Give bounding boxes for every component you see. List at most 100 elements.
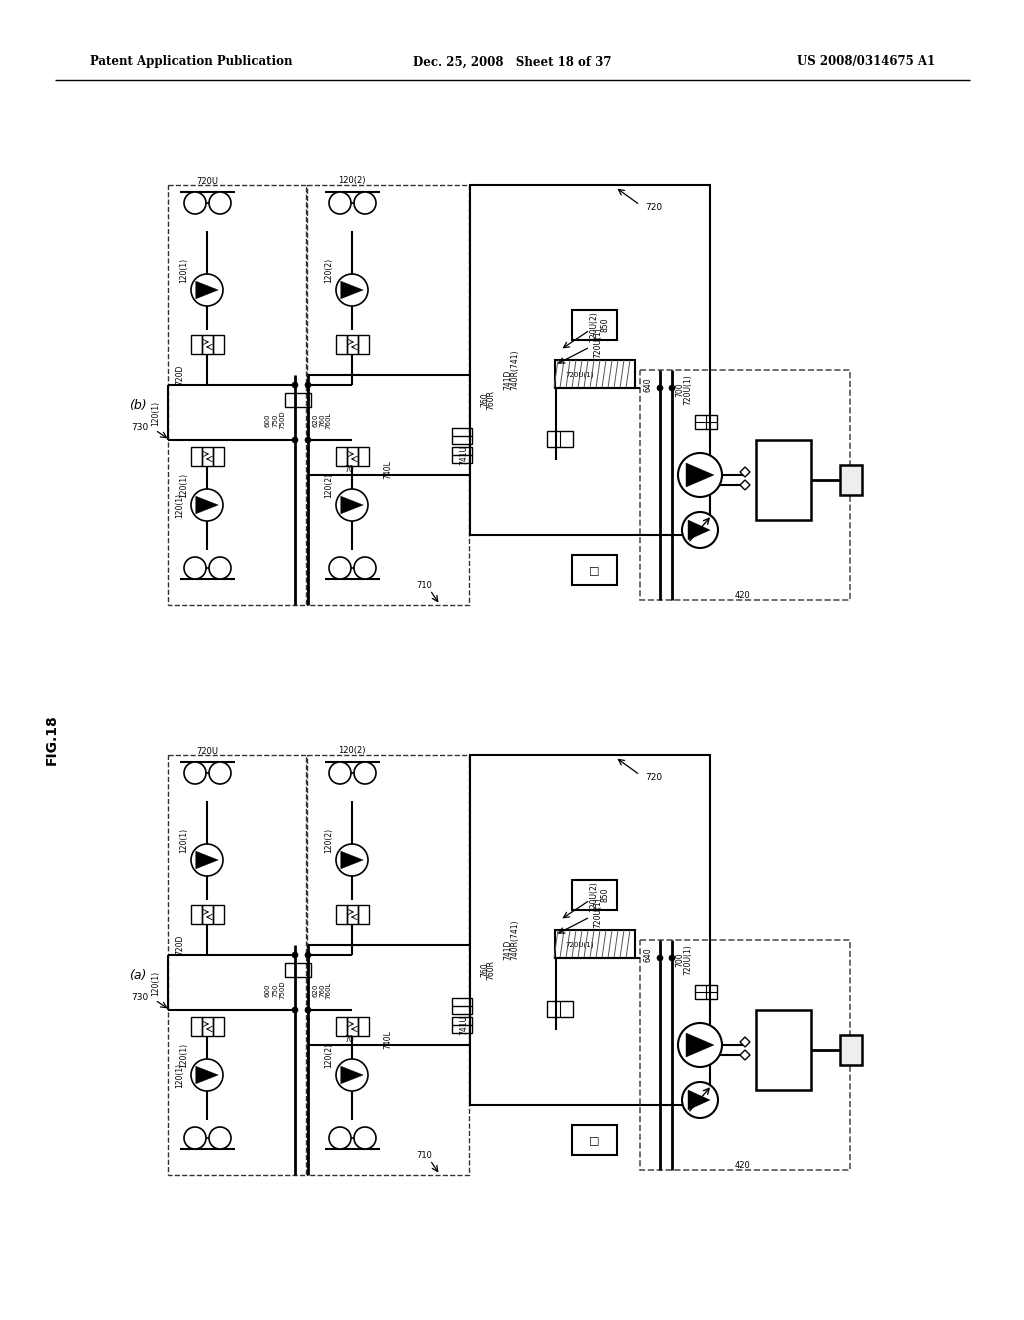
Bar (213, 335, 223, 354)
Circle shape (191, 1059, 223, 1092)
Bar (190, 906, 202, 924)
Text: 760R: 760R (486, 960, 496, 979)
Text: 740L: 740L (384, 461, 392, 479)
Circle shape (292, 437, 298, 444)
Circle shape (184, 1127, 206, 1148)
Circle shape (305, 952, 311, 958)
Bar (357, 447, 369, 466)
Bar (555, 360, 635, 388)
Text: 120(1): 120(1) (175, 1063, 184, 1088)
Text: 700: 700 (676, 383, 684, 397)
Text: 741U: 741U (460, 1015, 469, 1035)
Text: 740L: 740L (384, 1031, 392, 1049)
Text: 750D: 750D (279, 411, 285, 429)
Polygon shape (196, 496, 218, 513)
Bar (190, 447, 202, 466)
Circle shape (329, 762, 351, 784)
Bar (285, 964, 311, 977)
Circle shape (329, 191, 351, 214)
Text: 710: 710 (416, 581, 432, 590)
Polygon shape (688, 520, 710, 540)
Bar (336, 447, 346, 466)
Circle shape (678, 453, 722, 498)
Text: 760: 760 (480, 392, 489, 408)
Bar (452, 447, 472, 463)
Text: 120(1): 120(1) (179, 473, 188, 498)
Bar (190, 335, 202, 354)
Text: □: □ (589, 1135, 599, 1144)
Circle shape (682, 512, 718, 548)
Text: 720D: 720D (175, 935, 184, 956)
Circle shape (305, 1007, 311, 1012)
Polygon shape (740, 480, 750, 490)
Text: Dec. 25, 2008   Sheet 18 of 37: Dec. 25, 2008 Sheet 18 of 37 (413, 55, 611, 69)
Bar (202, 335, 213, 354)
Bar (336, 906, 346, 924)
Text: 850: 850 (600, 318, 609, 333)
Circle shape (292, 1007, 298, 1012)
Bar (357, 1016, 369, 1036)
Circle shape (292, 381, 298, 388)
Circle shape (209, 557, 231, 579)
Text: 120(2): 120(2) (325, 473, 334, 498)
Circle shape (354, 1127, 376, 1148)
Text: FIG.18: FIG.18 (45, 714, 59, 766)
Circle shape (669, 385, 675, 391)
Bar (640, 370, 850, 601)
Bar (285, 393, 311, 407)
Text: □: □ (589, 565, 599, 576)
Text: 120(1): 120(1) (179, 1043, 188, 1068)
Text: 720U(2): 720U(2) (590, 312, 598, 342)
Text: 720U(1): 720U(1) (594, 327, 602, 358)
Circle shape (209, 762, 231, 784)
Text: 620: 620 (313, 983, 319, 997)
Bar (307, 185, 469, 605)
Text: 640: 640 (643, 948, 652, 962)
Bar (470, 755, 710, 1105)
Text: 750: 750 (272, 983, 278, 997)
Text: US 2008/0314675 A1: US 2008/0314675 A1 (797, 55, 935, 69)
Text: 600: 600 (265, 413, 271, 426)
Bar (572, 1125, 617, 1155)
Circle shape (354, 191, 376, 214)
Circle shape (191, 488, 223, 521)
Polygon shape (740, 467, 750, 477)
Bar (572, 310, 617, 341)
Bar (357, 335, 369, 354)
Text: 741U: 741U (460, 445, 469, 465)
Text: 760: 760 (319, 983, 325, 997)
Text: 741D: 741D (504, 940, 512, 960)
Text: 420: 420 (735, 1160, 751, 1170)
Bar (202, 1016, 213, 1036)
Bar (213, 906, 223, 924)
Text: 120(1): 120(1) (152, 400, 161, 425)
Text: 600: 600 (265, 983, 271, 997)
Text: 760R: 760R (486, 389, 496, 411)
Text: 720U(1): 720U(1) (683, 945, 692, 975)
Bar (695, 414, 717, 429)
Circle shape (669, 954, 675, 961)
Circle shape (329, 557, 351, 579)
Polygon shape (341, 281, 364, 298)
Bar (555, 931, 635, 958)
Polygon shape (740, 1038, 750, 1047)
Circle shape (184, 557, 206, 579)
Bar (572, 880, 617, 909)
Text: 720U(1): 720U(1) (565, 941, 594, 948)
Text: 700: 700 (676, 953, 684, 968)
Bar (190, 1016, 202, 1036)
Circle shape (336, 843, 368, 876)
Text: 120(1): 120(1) (175, 492, 184, 517)
Circle shape (354, 762, 376, 784)
Text: 70: 70 (344, 1035, 353, 1044)
Text: 120(2): 120(2) (325, 828, 334, 853)
Circle shape (657, 385, 663, 391)
Circle shape (329, 1127, 351, 1148)
Text: 70: 70 (344, 466, 353, 474)
Text: 740R(741): 740R(741) (511, 350, 519, 391)
Text: 620: 620 (313, 413, 319, 426)
Text: 720U: 720U (196, 177, 218, 186)
Circle shape (292, 952, 298, 958)
Bar (547, 432, 573, 447)
Bar (640, 940, 850, 1170)
